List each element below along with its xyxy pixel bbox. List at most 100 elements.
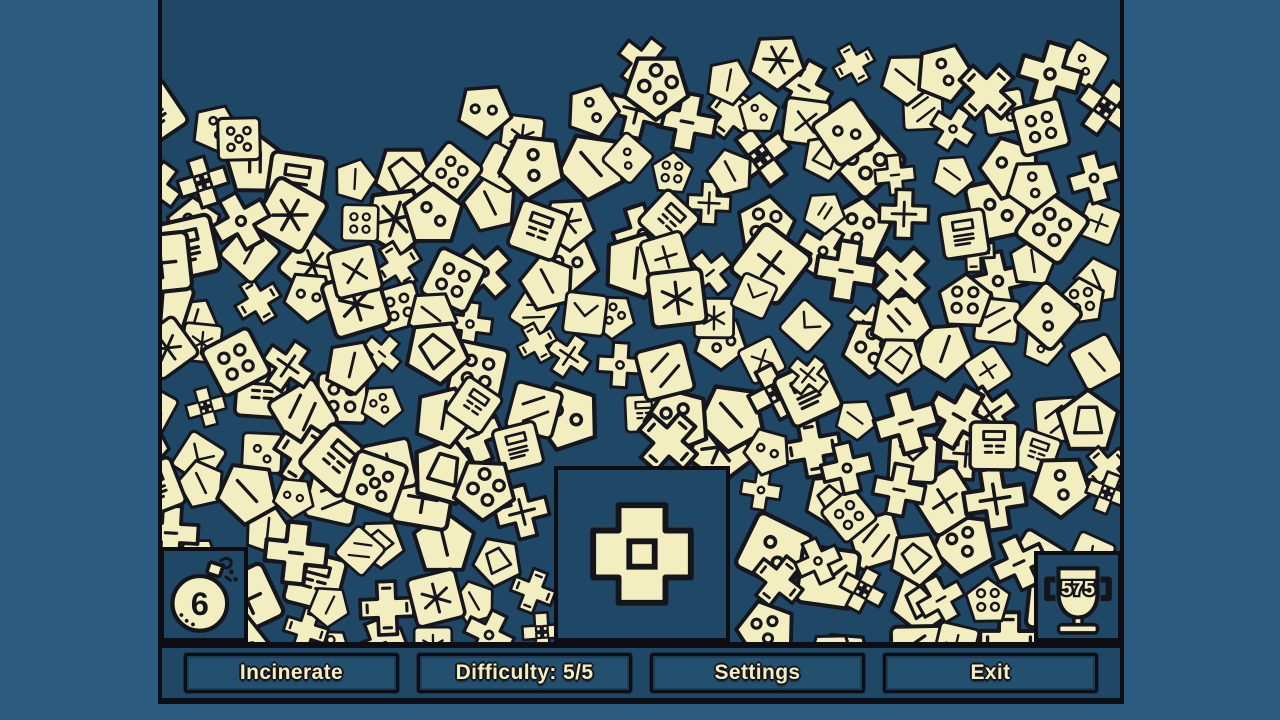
puzzle-tile[interactable] (864, 322, 937, 395)
puzzle-tile[interactable] (438, 369, 510, 441)
puzzle-tile[interactable] (557, 286, 613, 342)
puzzle-tile[interactable] (806, 231, 885, 310)
puzzle-tile[interactable] (399, 561, 472, 634)
puzzle-tile[interactable] (1058, 142, 1120, 213)
puzzle-tile[interactable] (202, 446, 292, 536)
puzzle-tile[interactable] (648, 147, 697, 196)
puzzle-tile[interactable] (410, 623, 456, 642)
puzzle-tile[interactable] (500, 192, 577, 269)
puzzle-tile[interactable] (822, 32, 886, 96)
puzzle-tile[interactable] (793, 180, 855, 242)
puzzle-tile[interactable] (461, 525, 532, 596)
puzzle-tile[interactable] (256, 513, 334, 591)
puzzle-tile[interactable] (737, 18, 820, 101)
puzzle-tile[interactable] (222, 266, 293, 337)
puzzle-tile[interactable] (299, 574, 361, 636)
puzzle-tile[interactable] (975, 607, 1042, 642)
incinerate-button[interactable]: Incinerate (184, 653, 399, 693)
bomb-icon[interactable]: 6 (167, 554, 241, 636)
puzzle-tile[interactable] (242, 168, 337, 263)
puzzle-tile[interactable] (349, 372, 412, 435)
puzzle-tile[interactable] (683, 176, 735, 228)
puzzle-tile[interactable] (557, 73, 630, 146)
puzzle-tile[interactable] (248, 326, 329, 407)
puzzle-tile[interactable] (784, 527, 852, 595)
puzzle-tile[interactable] (501, 558, 566, 623)
puzzle-tile[interactable] (954, 458, 1035, 539)
puzzle-tile[interactable] (795, 618, 867, 642)
puzzle-tile[interactable] (329, 519, 392, 582)
puzzle-tile[interactable] (1062, 65, 1120, 151)
puzzle-tile[interactable] (197, 178, 284, 265)
exit-button[interactable]: Exit (883, 653, 1098, 693)
puzzle-tile[interactable] (726, 590, 805, 642)
settings-button[interactable]: Settings (650, 653, 865, 693)
puzzle-tile[interactable] (995, 145, 1073, 223)
puzzle-tile[interactable] (170, 452, 231, 513)
puzzle-tile[interactable] (927, 616, 985, 642)
puzzle-tile[interactable] (178, 379, 233, 434)
puzzle-tile[interactable] (1061, 326, 1120, 398)
puzzle-tile[interactable] (518, 608, 566, 642)
puzzle-tile[interactable] (1005, 273, 1091, 359)
puzzle-tile[interactable] (725, 267, 783, 325)
puzzle-tile[interactable] (486, 415, 550, 479)
puzzle-tile[interactable] (812, 433, 882, 503)
puzzle-tile[interactable] (884, 620, 950, 642)
puzzle-tile[interactable] (162, 69, 197, 158)
puzzle-tile[interactable] (628, 334, 702, 408)
puzzle-tile[interactable] (956, 338, 1018, 400)
puzzle-tile[interactable] (354, 575, 419, 640)
puzzle-tile[interactable] (326, 151, 383, 208)
puzzle-tile[interactable] (1005, 91, 1077, 163)
puzzle-tile[interactable] (259, 369, 347, 457)
puzzle-tile[interactable] (512, 245, 584, 317)
puzzle-tile[interactable] (737, 540, 818, 621)
puzzle-tile[interactable] (941, 46, 1034, 139)
puzzle-tile[interactable] (772, 292, 840, 360)
puzzle-tile[interactable] (813, 480, 883, 550)
puzzle-tile[interactable] (506, 312, 567, 373)
puzzle-tile[interactable] (313, 326, 389, 402)
puzzle-tile[interactable] (592, 337, 647, 392)
puzzle-tile[interactable] (964, 417, 1023, 476)
puzzle-tile[interactable] (263, 466, 323, 526)
puzzle-tile[interactable] (918, 95, 987, 164)
puzzle-tile[interactable] (803, 90, 888, 175)
puzzle-tile[interactable] (874, 516, 956, 598)
puzzle-tile[interactable] (777, 343, 840, 406)
puzzle-tile[interactable] (162, 449, 194, 527)
puzzle-tile[interactable] (387, 302, 483, 398)
puzzle-tile[interactable] (162, 405, 181, 481)
puzzle-tile[interactable] (162, 375, 185, 441)
puzzle-tile[interactable] (213, 113, 265, 165)
difficulty-button[interactable]: Difficulty: 5/5 (417, 653, 632, 693)
puzzle-tile[interactable] (609, 35, 707, 133)
puzzle-tile[interactable] (875, 185, 934, 244)
puzzle-tile[interactable] (697, 48, 762, 113)
puzzle-tile[interactable] (935, 269, 995, 329)
puzzle-tile[interactable] (596, 126, 661, 191)
puzzle-tile[interactable] (338, 200, 383, 245)
puzzle-tile[interactable] (162, 146, 196, 226)
puzzle-tile[interactable] (193, 319, 279, 405)
puzzle-tile[interactable] (630, 181, 708, 259)
puzzle-tile[interactable] (162, 308, 207, 388)
puzzle-tile[interactable] (864, 456, 933, 525)
puzzle-tile[interactable] (854, 228, 949, 323)
puzzle-tile[interactable] (829, 556, 898, 625)
puzzle-tile[interactable] (1054, 386, 1120, 453)
puzzle-tile[interactable] (485, 115, 584, 214)
puzzle-tile[interactable] (699, 140, 760, 201)
puzzle-tile[interactable] (162, 224, 199, 301)
puzzle-tile[interactable] (212, 215, 288, 291)
puzzle-tile[interactable] (400, 180, 465, 245)
puzzle-tile[interactable] (963, 576, 1013, 626)
puzzle-tile[interactable] (1076, 462, 1120, 523)
puzzle-tile[interactable] (905, 563, 977, 635)
puzzle-tile[interactable] (167, 146, 239, 218)
puzzle-tile[interactable] (737, 90, 782, 135)
puzzle-tile[interactable] (735, 463, 788, 516)
puzzle-tile[interactable] (440, 440, 533, 533)
puzzle-tile[interactable] (932, 203, 995, 266)
